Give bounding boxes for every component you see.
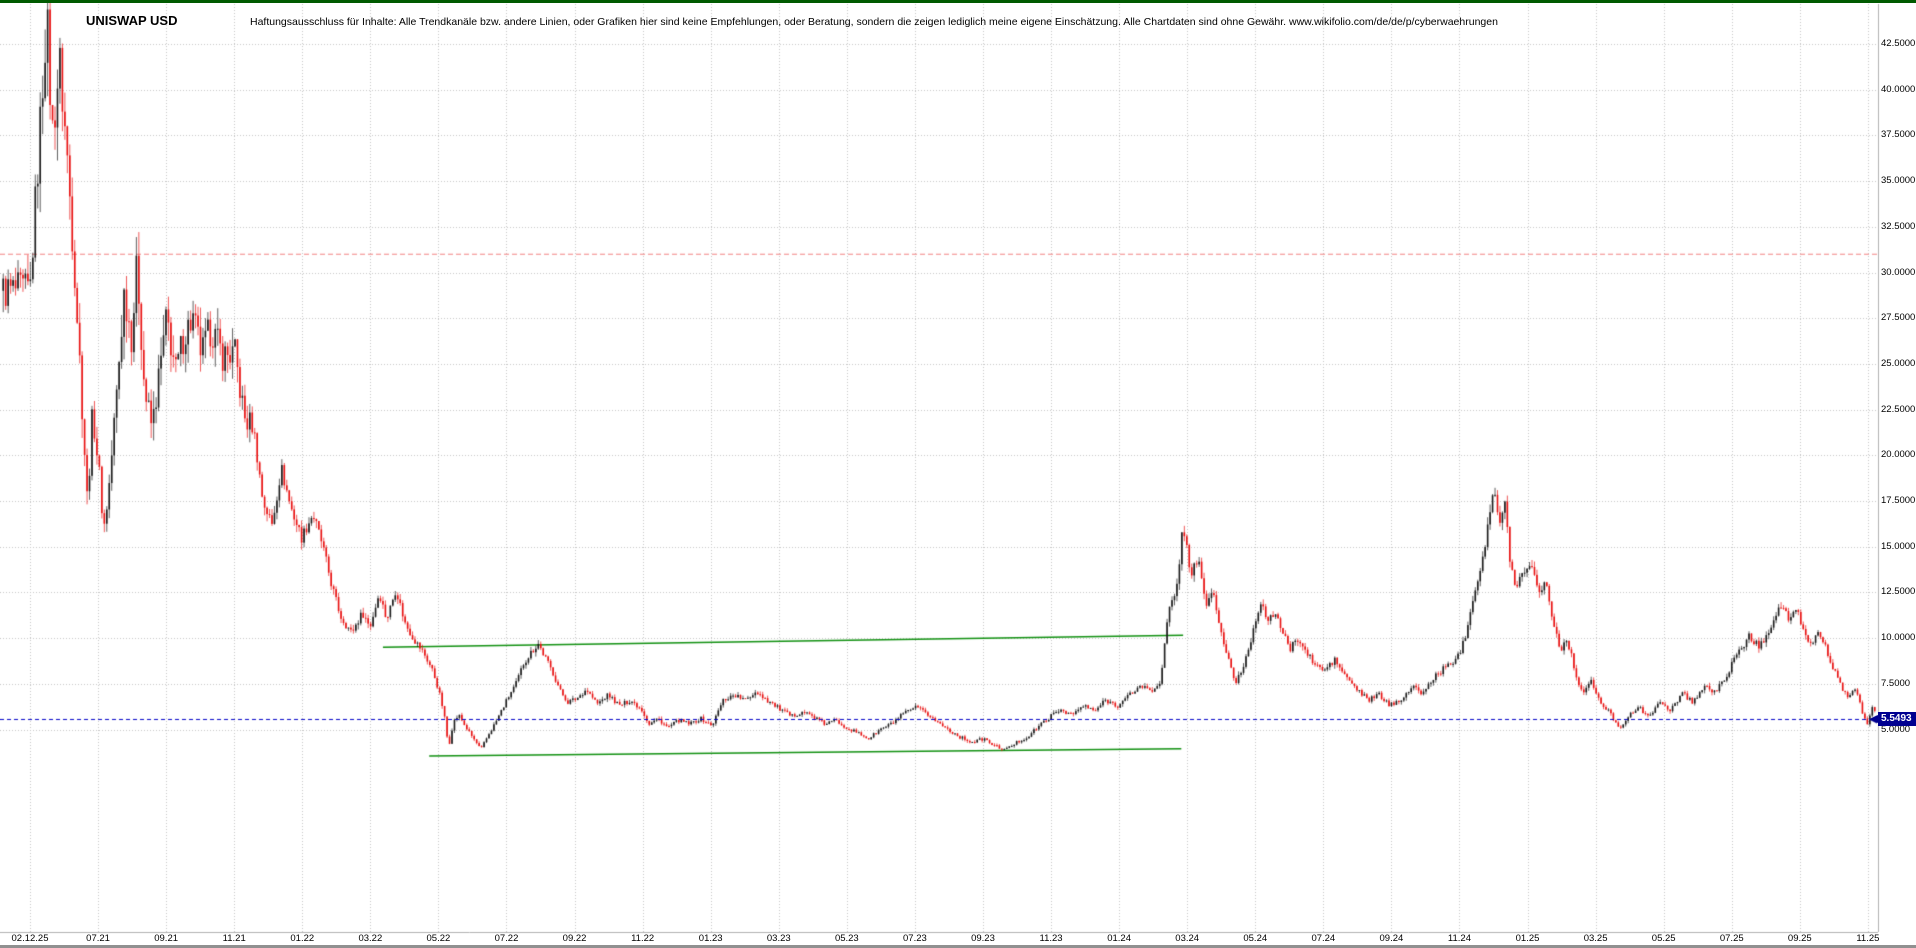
current-price-badge: 5.5493	[1878, 712, 1916, 726]
time-axis-label: 02.12.25	[11, 933, 49, 944]
price-axis-label: 7.5000	[1881, 677, 1911, 689]
time-axis-label: 05.25	[1651, 933, 1676, 944]
time-axis-label: 07.23	[903, 933, 927, 944]
time-axis-label: 03.24	[1175, 933, 1200, 944]
price-axis-label: 17.5000	[1881, 495, 1916, 506]
price-axis-label: 5.0000	[1881, 723, 1911, 735]
price-axis-label: 42.5000	[1881, 38, 1916, 49]
time-axis-label: 11.24	[1447, 933, 1472, 944]
time-axis-label: 01.23	[698, 933, 723, 944]
time-axis-label: 07.25	[1719, 933, 1744, 944]
price-axis-label: 27.5000	[1881, 312, 1916, 324]
price-axis-label: 12.5000	[1881, 586, 1916, 598]
time-axis-label: 07.24	[1311, 933, 1336, 944]
time-axis-label: 11.25	[1856, 933, 1880, 944]
time-axis-label: 11.22	[631, 933, 655, 944]
time-axis-label: 01.22	[290, 933, 315, 944]
time-axis-label: 05.23	[834, 933, 859, 944]
time-axis-label: 09.25	[1787, 933, 1812, 944]
price-axis-label: 20.0000	[1881, 449, 1916, 461]
time-axis-label: 11.21	[222, 933, 246, 944]
time-axis-label: 11.23	[1039, 933, 1063, 944]
time-axis-label: 03.23	[766, 933, 791, 944]
chart-title: UNISWAP USD	[86, 13, 178, 28]
time-axis-label: 07.22	[494, 933, 519, 944]
time-axis-label: 09.21	[154, 933, 179, 944]
bottom-bar	[0, 945, 1916, 948]
time-axis-label: 05.22	[426, 933, 451, 944]
price-axis-label: 22.5000	[1881, 403, 1916, 415]
time-axis-label: 03.22	[358, 933, 383, 944]
price-axis-label: 40.0000	[1881, 83, 1916, 95]
price-axis-label: 15.0000	[1881, 540, 1916, 552]
time-axis-label: 01.25	[1515, 933, 1540, 944]
time-axis-label: 05.24	[1243, 933, 1268, 944]
price-axis-label: 35.0000	[1881, 175, 1916, 187]
disclaimer-text: Haftungsausschluss für Inhalte: Alle Tre…	[250, 16, 1498, 28]
current-price-arrow-icon	[1870, 715, 1878, 723]
time-axis-label: 01.24	[1107, 933, 1131, 944]
time-axis-label: 03.25	[1583, 933, 1608, 944]
price-axis-label: 32.5000	[1881, 220, 1916, 232]
price-axis-label: 10.0000	[1881, 632, 1916, 644]
time-axis-label: 09.22	[562, 933, 587, 944]
price-axis-label: 37.5000	[1881, 129, 1916, 141]
price-axis-label: 30.0000	[1881, 266, 1916, 278]
chart-top-border	[0, 0, 1916, 3]
time-axis-label: 09.24	[1379, 933, 1404, 944]
time-axis-label: 09.23	[971, 933, 995, 944]
time-axis-label: 07.21	[86, 933, 110, 944]
price-axis-label: 25.0000	[1881, 357, 1916, 369]
